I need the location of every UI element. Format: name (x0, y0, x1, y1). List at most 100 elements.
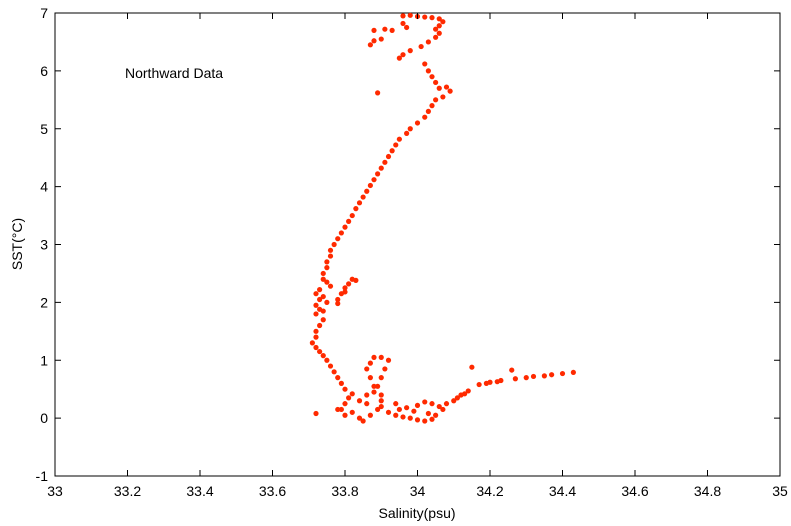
data-point (422, 399, 428, 405)
data-point (375, 383, 381, 389)
data-point (356, 415, 363, 421)
y-tick-label: 7 (40, 5, 48, 21)
data-point (313, 334, 319, 340)
data-point (393, 142, 399, 148)
data-point (335, 296, 341, 303)
data-point (335, 375, 341, 381)
data-point (433, 79, 439, 86)
data-point (327, 247, 334, 253)
data-point (346, 281, 352, 287)
data-point (385, 357, 392, 363)
data-point (346, 218, 352, 224)
data-point (523, 375, 529, 381)
data-point (404, 130, 410, 136)
data-point (335, 236, 341, 242)
data-point (317, 322, 323, 329)
data-point (338, 380, 344, 386)
data-point (400, 13, 406, 19)
data-point (378, 36, 384, 42)
data-point (313, 311, 319, 317)
data-point (400, 20, 406, 27)
y-tick-label: 6 (40, 63, 48, 79)
data-point (451, 398, 457, 404)
data-point (433, 412, 439, 418)
data-point (324, 357, 330, 363)
data-point (447, 88, 453, 94)
data-point (364, 366, 370, 372)
data-point (317, 348, 323, 355)
data-point (462, 391, 468, 397)
data-point (349, 391, 355, 397)
data-point (375, 406, 381, 413)
data-point (443, 401, 450, 407)
data-point (512, 376, 518, 382)
data-point (476, 381, 482, 388)
data-point (313, 328, 319, 334)
data-point (549, 372, 555, 378)
data-point (385, 409, 392, 415)
data-point (440, 406, 446, 413)
data-point (440, 94, 446, 100)
data-point (342, 285, 348, 291)
data-point (324, 265, 330, 271)
data-point (429, 15, 435, 21)
data-point (469, 364, 475, 370)
data-point (385, 153, 392, 160)
data-point (342, 401, 348, 407)
data-point (436, 30, 442, 36)
data-point (378, 403, 384, 410)
x-tick-label: 34.6 (621, 483, 648, 499)
data-point (436, 16, 442, 22)
x-axis-ticks: 33 33.2 33.4 33.6 33.8 34 34.2 34.4 34.6 34.8 35 (47, 13, 788, 499)
data-point (338, 406, 344, 413)
data-point (400, 414, 406, 420)
data-point (335, 300, 341, 307)
x-tick-label: 34.2 (476, 483, 503, 499)
data-point (541, 373, 547, 379)
data-point (342, 289, 348, 295)
x-tick-label: 34 (410, 483, 426, 499)
data-point (422, 114, 428, 120)
data-point (509, 367, 515, 373)
data-point (349, 212, 355, 219)
x-tick-label: 33.2 (114, 483, 141, 499)
data-point (570, 369, 576, 376)
data-point (324, 259, 330, 265)
data-point (342, 224, 348, 230)
data-point (414, 402, 421, 408)
data-point (389, 148, 395, 154)
x-tick-label: 33 (47, 483, 63, 499)
data-point (320, 308, 326, 314)
data-point (440, 19, 446, 25)
y-axis-label: SST(°C) (9, 218, 25, 270)
data-point (367, 182, 373, 189)
data-point (429, 401, 435, 407)
y-tick-label: 4 (40, 179, 48, 195)
y-tick-label: 3 (40, 237, 48, 253)
y-tick-label: -1 (36, 468, 49, 484)
data-point (313, 410, 319, 417)
data-point (371, 38, 377, 44)
data-point (338, 230, 344, 236)
data-point (436, 85, 442, 91)
data-point (320, 276, 326, 282)
data-point (407, 48, 413, 54)
data-point (375, 171, 381, 177)
data-point (429, 74, 435, 80)
data-point (327, 253, 334, 259)
data-point (433, 26, 439, 32)
data-point (429, 103, 435, 109)
data-point (320, 293, 326, 300)
data-point (364, 188, 370, 194)
data-point (317, 287, 323, 293)
data-point (309, 340, 315, 346)
data-point (393, 401, 399, 407)
x-tick-label: 33.8 (331, 483, 358, 499)
data-point (331, 241, 337, 248)
x-tick-label: 35 (772, 483, 788, 499)
data-point (425, 68, 431, 74)
data-point (418, 43, 424, 50)
data-point (436, 403, 442, 410)
data-point (393, 412, 399, 418)
data-point (433, 97, 439, 103)
